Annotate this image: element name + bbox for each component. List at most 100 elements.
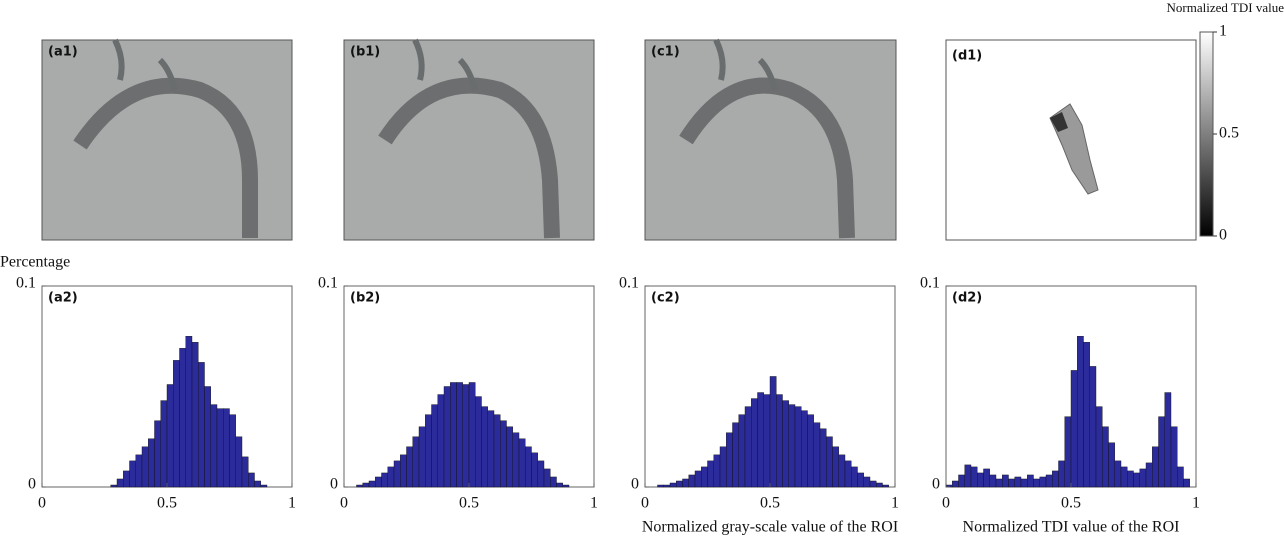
bar [235, 436, 243, 488]
bar [977, 472, 984, 488]
bar [876, 482, 883, 488]
x-tick-label: 0 [641, 495, 649, 512]
bar [1077, 336, 1084, 488]
bar [141, 446, 149, 488]
bar [223, 408, 230, 488]
colorbar [1199, 31, 1214, 237]
bar [537, 460, 545, 488]
bar [669, 482, 677, 488]
bar [857, 472, 864, 488]
bar [676, 480, 683, 488]
bar [958, 474, 965, 488]
bar [543, 468, 551, 488]
bar [241, 456, 249, 488]
x-tick-label: 1 [891, 495, 899, 512]
panel-label: (c1) [651, 45, 680, 60]
bar [1045, 474, 1053, 488]
bar [1114, 460, 1122, 488]
bar [148, 438, 155, 488]
bar [1089, 366, 1097, 488]
bar [1164, 392, 1172, 488]
panel-label: (c2) [651, 291, 680, 306]
bar [776, 394, 783, 488]
colorbar-title: Normalized TDI value [1167, 0, 1284, 15]
bar [995, 478, 1003, 488]
x-tick-label: 0 [340, 495, 348, 512]
bar [1127, 470, 1134, 488]
bar [185, 336, 193, 488]
panel-label: (b1) [350, 45, 380, 60]
bar [801, 410, 808, 488]
bar [1139, 468, 1147, 488]
bar [732, 422, 739, 488]
bar [493, 414, 501, 488]
bar [110, 484, 118, 488]
panel-label: (a1) [48, 45, 78, 60]
bar [688, 474, 696, 488]
bar [844, 460, 852, 488]
bar [1033, 478, 1040, 488]
x-tick-label: 0 [38, 495, 46, 512]
bar [1070, 370, 1078, 488]
bar [216, 408, 224, 488]
x-axis-label: Normalized TDI value of the ROI [963, 519, 1180, 536]
y-tick-label: 0.1 [920, 275, 940, 292]
bar [701, 466, 708, 488]
panel-label: (d2) [952, 291, 982, 306]
bar [468, 382, 476, 488]
bar [1133, 472, 1140, 488]
bar [726, 432, 733, 488]
bar [1177, 466, 1184, 488]
bar [160, 400, 168, 488]
bar [198, 362, 205, 488]
bar [381, 472, 388, 488]
bar [1120, 466, 1128, 488]
bar [757, 392, 764, 488]
bar [1183, 478, 1190, 488]
panel-label: (b2) [350, 291, 380, 306]
bar [191, 342, 199, 488]
bar [356, 484, 363, 488]
colorbar-tick-label: 1 [1219, 23, 1227, 40]
y-tick-label: 0.1 [16, 275, 36, 292]
bar [1095, 406, 1103, 488]
bar [1170, 426, 1178, 488]
bar [1158, 416, 1165, 488]
bar [425, 414, 432, 488]
bar [179, 348, 186, 488]
x-tick-label: 0.5 [157, 495, 177, 512]
bar [393, 460, 401, 488]
bar [1039, 476, 1047, 488]
bar [506, 426, 513, 488]
bar [173, 360, 180, 488]
bar [1027, 474, 1034, 488]
bar [813, 422, 821, 488]
bar [487, 410, 495, 488]
x-tick-label: 0.5 [459, 495, 479, 512]
y-tick-label: 0 [330, 476, 338, 493]
bar [663, 484, 671, 488]
bar [525, 446, 532, 488]
bar [387, 466, 395, 488]
bar [694, 470, 702, 488]
bar [1008, 478, 1015, 488]
bar [788, 404, 796, 488]
x-axis-label: Normalized gray-scale value of the ROI [642, 519, 898, 536]
y-tick-label: 0.1 [619, 275, 639, 292]
bar [254, 480, 261, 488]
bar [260, 484, 268, 488]
bar [431, 404, 438, 488]
bar [964, 464, 972, 488]
image-c1 [644, 38, 897, 241]
bar [462, 384, 470, 488]
bar [123, 470, 130, 488]
bar [682, 478, 689, 488]
bar [1064, 416, 1072, 488]
y-tick-label: 0 [932, 476, 940, 493]
bar [738, 414, 746, 488]
bar [562, 484, 570, 488]
bar [368, 480, 376, 488]
bar [952, 480, 959, 488]
bar [437, 394, 445, 488]
